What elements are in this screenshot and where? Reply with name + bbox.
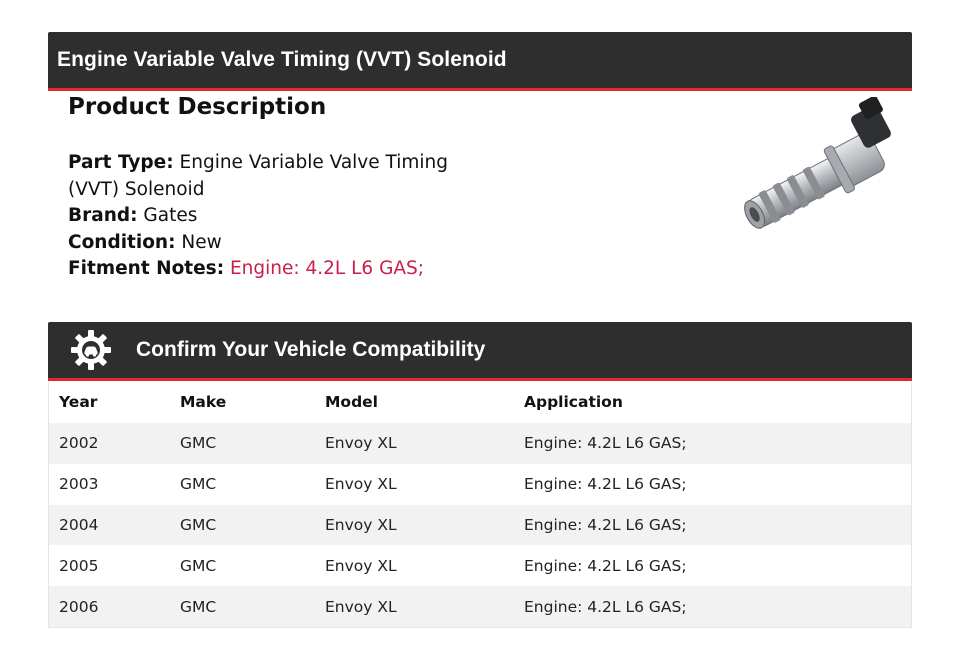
cell-model: Envoy XL: [325, 515, 397, 534]
cell-year: 2005: [59, 556, 99, 575]
cell-model: Envoy XL: [325, 434, 397, 453]
column-header-year: Year: [59, 393, 98, 411]
gear-car-icon: [71, 330, 111, 370]
cell-year: 2002: [59, 434, 99, 453]
table-header-row: Year Make Model Application: [49, 381, 911, 423]
vvt-solenoid-image: [744, 97, 891, 229]
table-row: 2006 GMC Envoy XL Engine: 4.2L L6 GAS;: [49, 586, 911, 627]
fitment-row: Fitment Notes: Engine: 4.2L L6 GAS;: [68, 256, 448, 283]
condition-row: Condition: New: [68, 230, 448, 257]
cell-year: 2004: [59, 515, 99, 534]
product-description-heading: Product Description: [68, 94, 327, 120]
condition-value: New: [181, 231, 222, 253]
cell-make: GMC: [180, 434, 217, 453]
condition-label: Condition:: [68, 231, 176, 253]
table-row: 2005 GMC Envoy XL Engine: 4.2L L6 GAS;: [49, 545, 911, 587]
cell-make: GMC: [180, 515, 217, 534]
cell-application: Engine: 4.2L L6 GAS;: [524, 515, 687, 534]
compatibility-title: Confirm Your Vehicle Compatibility: [136, 338, 486, 361]
product-title: Engine Variable Valve Timing (VVT) Solen…: [57, 48, 507, 71]
product-description-list: Part Type: Engine Variable Valve Timing …: [68, 150, 448, 283]
cell-model: Envoy XL: [325, 475, 397, 494]
product-title-banner: Engine Variable Valve Timing (VVT) Solen…: [48, 32, 912, 91]
part-type-value: Engine Variable Valve Timing (VVT) Solen…: [68, 152, 449, 200]
table-row: 2004 GMC Envoy XL Engine: 4.2L L6 GAS;: [49, 504, 911, 546]
cell-model: Envoy XL: [325, 556, 397, 575]
brand-value: Gates: [143, 205, 198, 226]
cell-application: Engine: 4.2L L6 GAS;: [524, 597, 687, 616]
cell-make: GMC: [180, 475, 217, 494]
cell-application: Engine: 4.2L L6 GAS;: [524, 434, 687, 453]
compatibility-table: Year Make Model Application 2002 GMC Env…: [49, 381, 911, 627]
brand-label: Brand:: [68, 205, 138, 226]
column-header-model: Model: [325, 393, 378, 411]
fitment-label: Fitment Notes:: [68, 258, 225, 279]
cell-make: GMC: [180, 597, 217, 616]
compatibility-table-wrapper: Year Make Model Application 2002 GMC Env…: [48, 381, 912, 628]
cell-make: GMC: [180, 556, 217, 575]
table-row: 2002 GMC Envoy XL Engine: 4.2L L6 GAS;: [49, 423, 911, 464]
cell-application: Engine: 4.2L L6 GAS;: [524, 475, 687, 494]
part-type-row: Part Type: Engine Variable Valve Timing …: [68, 150, 448, 203]
table-row: 2003 GMC Envoy XL Engine: 4.2L L6 GAS;: [49, 463, 911, 505]
cell-year: 2003: [59, 475, 99, 494]
brand-row: Brand: Gates: [68, 203, 448, 230]
cell-application: Engine: 4.2L L6 GAS;: [524, 556, 687, 575]
compatibility-banner: Confirm Your Vehicle Compatibility: [48, 322, 912, 381]
cell-model: Envoy XL: [325, 597, 397, 616]
part-type-label: Part Type:: [68, 152, 174, 173]
column-header-application: Application: [524, 393, 623, 411]
column-header-make: Make: [180, 393, 227, 411]
cell-year: 2006: [59, 597, 99, 616]
fitment-value: Engine: 4.2L L6 GAS;: [229, 258, 425, 279]
